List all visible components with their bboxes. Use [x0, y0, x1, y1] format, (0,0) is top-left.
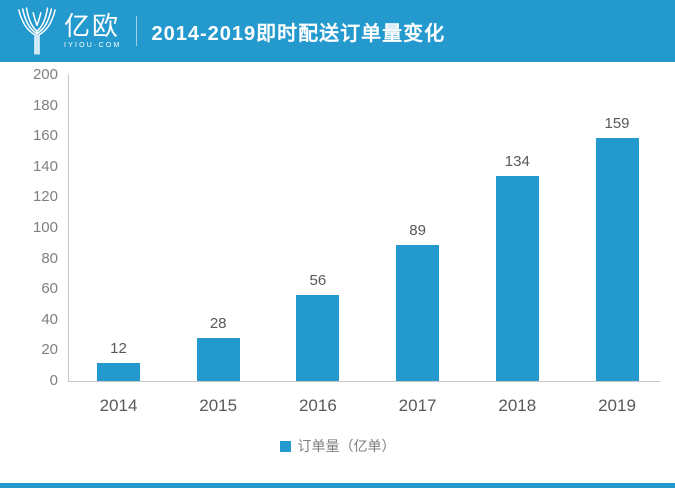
- logo-subtext: IYIOU·COM: [64, 41, 122, 49]
- bar-value-label: 12: [110, 339, 127, 357]
- legend-swatch: [279, 440, 291, 452]
- y-tick-label: 100: [32, 219, 58, 236]
- bar: [97, 362, 140, 381]
- header-divider: [135, 16, 137, 46]
- y-tick-label: 40: [41, 310, 58, 328]
- y-tick-label: 140: [32, 157, 58, 175]
- y-axis-line: [68, 74, 69, 381]
- bar: [495, 175, 539, 381]
- bar-value-label: 159: [604, 114, 630, 132]
- bottom-accent-bar: [0, 483, 675, 488]
- y-tick-label: 160: [32, 127, 58, 145]
- y-tick-label: 20: [41, 341, 58, 359]
- x-category-label: 2017: [398, 396, 437, 415]
- bar-value-label: 134: [504, 152, 530, 170]
- y-tick-label: 200: [32, 66, 58, 83]
- header-bar: 亿欧 IYIOU·COM 2014-2019即时配送订单量变化: [0, 0, 675, 62]
- x-category-label: 2014: [99, 396, 138, 415]
- iyiou-logo: 亿欧 IYIOU·COM: [16, 6, 122, 56]
- y-tick-label: 80: [41, 249, 58, 267]
- bar: [396, 244, 440, 381]
- x-axis-line: [68, 381, 660, 382]
- x-category-label: 2019: [598, 396, 636, 415]
- bar: [595, 137, 639, 381]
- bar: [296, 295, 340, 381]
- x-category-label: 2018: [498, 396, 537, 415]
- chart-title: 2014-2019即时配送订单量变化: [151, 22, 446, 45]
- bar-value-label: 89: [409, 221, 426, 239]
- bar-value-label: 56: [309, 272, 327, 290]
- iyiou-logo-icon: [18, 7, 56, 55]
- y-tick-label: 0: [49, 372, 58, 389]
- legend: 订单量（亿单）: [0, 436, 675, 456]
- y-tick-label: 120: [32, 188, 58, 206]
- x-category-label: 2016: [298, 396, 337, 415]
- y-tick-label: 60: [41, 280, 58, 298]
- logo-text-block: 亿欧 IYIOU·COM: [64, 13, 122, 50]
- x-category-label: 2015: [199, 396, 238, 415]
- bar-value-label: 28: [209, 315, 227, 333]
- bar: [196, 338, 240, 381]
- y-tick-label: 180: [32, 96, 58, 114]
- legend-label: 订单量（亿单）: [297, 438, 396, 454]
- logo-text: 亿欧: [64, 10, 121, 41]
